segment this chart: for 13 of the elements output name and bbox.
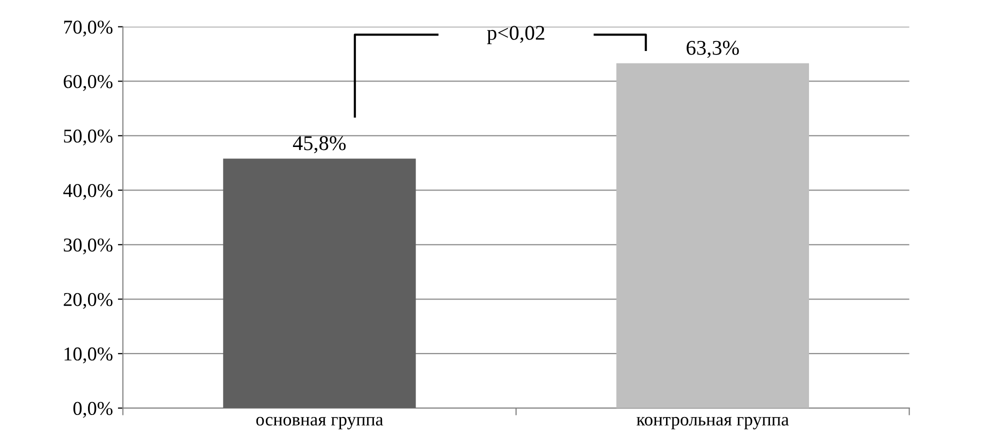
annotation: p<0,02 [487,26,544,44]
y-tick-label: 50,0% [64,130,112,146]
y-tick-label: 0,0% [73,402,112,418]
y-tick-label: 30,0% [64,238,112,254]
y-tick-label: 10,0% [64,347,112,364]
y-tick-label: 60,0% [64,75,112,91]
y-tick-label: 20,0% [64,292,112,309]
data-label: 63,3% [686,40,739,58]
y-tick-label: 70,0% [64,20,112,36]
y-tick-label: 40,0% [63,184,112,200]
x-tick-label: основная группа [256,416,384,430]
x-tick-label: контрольная группа [636,416,789,430]
data-label: 45,8% [292,136,346,154]
